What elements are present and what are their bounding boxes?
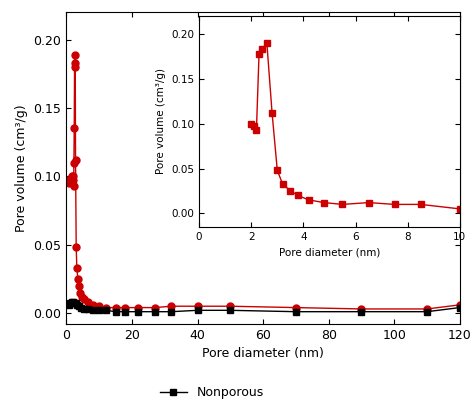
Nanoporous <box>122 305 128 310</box>
Nanoporous <box>71 183 76 188</box>
Nonporous <box>73 301 78 306</box>
Line: Nonporous: Nonporous <box>65 298 463 315</box>
Nanoporous <box>73 52 78 57</box>
Nanoporous <box>90 303 95 307</box>
Nanoporous <box>96 304 102 309</box>
Nonporous <box>152 309 158 314</box>
Nonporous <box>74 303 80 307</box>
Nanoporous <box>228 304 233 309</box>
Nanoporous <box>70 174 76 179</box>
Nanoporous <box>168 304 174 309</box>
Nanoporous <box>72 126 77 131</box>
Nanoporous <box>66 181 72 185</box>
Nonporous <box>136 309 141 314</box>
Nanoporous <box>75 277 81 281</box>
Nanoporous <box>82 297 87 302</box>
Nanoporous <box>424 307 430 311</box>
Line: Nanoporous: Nanoporous <box>65 51 463 312</box>
Y-axis label: Pore volume (cm³/g): Pore volume (cm³/g) <box>155 68 165 175</box>
Nanoporous <box>71 160 77 165</box>
Nonporous <box>358 309 364 314</box>
Nonporous <box>90 308 95 313</box>
Nanoporous <box>293 305 299 310</box>
Nanoporous <box>79 294 85 299</box>
Nanoporous <box>73 158 78 162</box>
Nanoporous <box>74 266 80 271</box>
Nanoporous <box>103 305 109 310</box>
Y-axis label: Pore volume (cm³/g): Pore volume (cm³/g) <box>15 104 28 232</box>
Nanoporous <box>67 177 73 181</box>
Nonporous <box>67 301 73 306</box>
Nanoporous <box>136 305 141 310</box>
Legend: Nonporous, Nanoporous: Nonporous, Nanoporous <box>154 380 278 405</box>
Nonporous <box>85 307 91 311</box>
Nanoporous <box>72 64 77 69</box>
X-axis label: Pore diameter (nm): Pore diameter (nm) <box>279 247 380 257</box>
X-axis label: Pore diameter (nm): Pore diameter (nm) <box>202 347 324 360</box>
Nonporous <box>72 301 77 306</box>
Nonporous <box>293 309 299 314</box>
Nanoporous <box>77 290 83 295</box>
Nonporous <box>195 308 201 313</box>
Nonporous <box>103 308 109 313</box>
Nonporous <box>424 309 430 314</box>
Nonporous <box>69 300 74 305</box>
Nanoporous <box>152 305 158 310</box>
Nonporous <box>70 300 76 305</box>
Nanoporous <box>113 305 118 310</box>
Nonporous <box>96 308 102 313</box>
Nanoporous <box>72 60 78 65</box>
Nanoporous <box>457 303 463 307</box>
Nonporous <box>122 309 128 314</box>
Nonporous <box>113 309 118 314</box>
Nanoporous <box>71 178 76 183</box>
Nonporous <box>76 304 82 309</box>
Nonporous <box>228 308 233 313</box>
Nonporous <box>457 305 463 310</box>
Nonporous <box>168 309 174 314</box>
Nanoporous <box>195 304 201 309</box>
Nanoporous <box>85 300 91 305</box>
Nanoporous <box>358 307 364 311</box>
Nonporous <box>78 305 84 310</box>
Nonporous <box>66 303 72 307</box>
Nanoporous <box>76 283 82 288</box>
Nanoporous <box>69 174 74 179</box>
Nanoporous <box>73 245 79 250</box>
Nonporous <box>82 307 87 311</box>
